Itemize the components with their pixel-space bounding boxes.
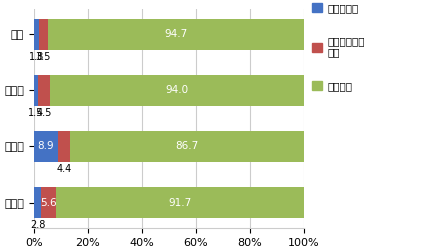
Bar (41, 187, 57, 218)
Text: 94.0: 94.0 (165, 85, 189, 95)
Text: 4.4: 4.4 (56, 164, 71, 174)
Bar (34, 75, 38, 106)
Bar (48, 19, 304, 50)
Text: 5.6: 5.6 (41, 198, 57, 208)
Bar (34, 131, 58, 162)
Text: 91.7: 91.7 (169, 198, 192, 208)
Text: 1.8: 1.8 (29, 52, 44, 61)
Bar (58, 131, 70, 162)
Text: 8.9: 8.9 (38, 141, 54, 151)
Bar (34, 187, 41, 218)
Bar (70, 131, 304, 162)
Text: 1.5: 1.5 (28, 108, 43, 118)
Bar (39, 19, 48, 50)
Bar (34, 19, 39, 50)
Legend: 知っている, 聞いたことが
ある, 知らない: 知っている, 聞いたことが ある, 知らない (312, 3, 365, 91)
Text: 3.5: 3.5 (36, 52, 51, 61)
Bar (38, 75, 50, 106)
Text: 4.5: 4.5 (36, 108, 51, 118)
Text: 2.8: 2.8 (30, 220, 45, 230)
Bar (57, 187, 304, 218)
Text: 86.7: 86.7 (175, 141, 198, 151)
Bar (50, 75, 304, 106)
Text: 94.7: 94.7 (164, 29, 188, 39)
